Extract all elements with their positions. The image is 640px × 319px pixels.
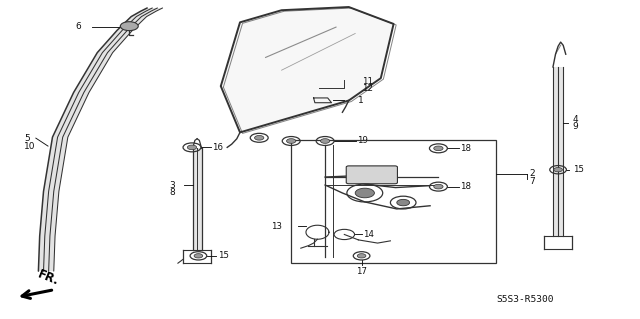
Text: 15: 15 [218,251,228,260]
Text: 11: 11 [362,77,372,86]
Circle shape [397,199,410,206]
Text: 3: 3 [170,181,175,189]
Circle shape [255,136,264,140]
Polygon shape [38,8,163,271]
Circle shape [434,184,443,189]
Text: 13: 13 [271,222,282,231]
Circle shape [554,167,563,172]
Circle shape [188,145,196,150]
Text: 18: 18 [460,144,471,153]
Text: S5S3-R5300: S5S3-R5300 [496,295,554,304]
Circle shape [287,139,296,143]
Text: 19: 19 [357,137,368,145]
Polygon shape [221,7,394,132]
Text: 8: 8 [170,188,175,197]
Polygon shape [553,67,563,236]
Text: 2: 2 [529,169,535,178]
Text: 6: 6 [75,22,81,31]
Circle shape [321,139,330,143]
Circle shape [120,22,138,31]
Text: FR.: FR. [35,267,61,288]
Circle shape [434,146,443,151]
Text: 17: 17 [356,267,367,276]
Text: 9: 9 [573,122,579,131]
Text: 15: 15 [573,165,584,174]
Text: 16: 16 [212,143,223,152]
Text: 7: 7 [529,177,535,186]
Text: 12: 12 [362,84,372,93]
Polygon shape [193,148,202,250]
Text: 5: 5 [24,134,30,143]
Circle shape [355,188,374,198]
Text: 18: 18 [460,182,471,191]
FancyBboxPatch shape [346,166,397,184]
Bar [291,140,496,263]
Text: 14: 14 [363,230,374,239]
Circle shape [194,254,203,258]
Text: 4: 4 [573,115,579,124]
Text: 10: 10 [24,142,36,151]
Circle shape [357,254,366,258]
Text: 1: 1 [358,96,364,105]
